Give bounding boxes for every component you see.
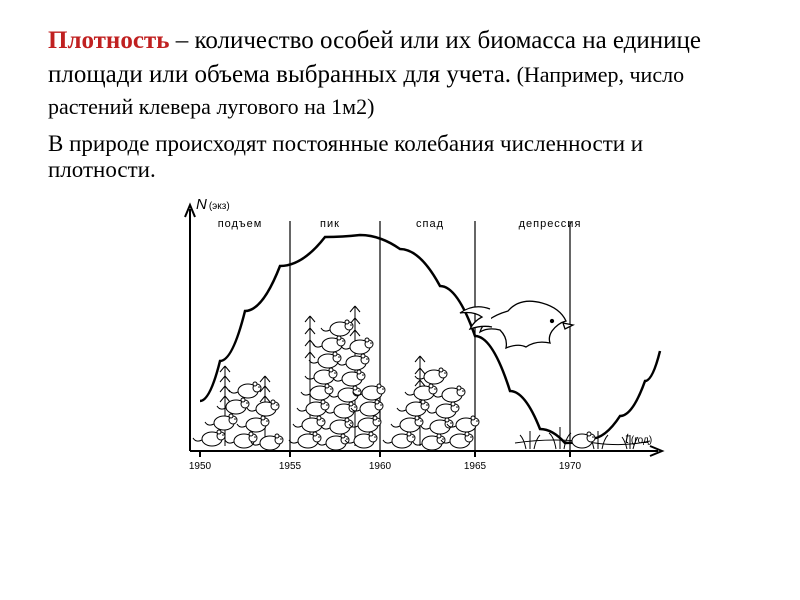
chart-svg: N(экз) t(год) подъемпикспаддепрессия 195… <box>130 191 670 491</box>
definition-paragraph: Плотность – количество особей или их био… <box>48 24 752 121</box>
x-tick-label: 1955 <box>279 461 302 472</box>
phase-labels: подъем пик спад депрессия <box>218 218 582 230</box>
predator-bird-icon <box>460 301 573 348</box>
phase-label: пик <box>320 218 340 230</box>
nature-text: В природе происходят постоянные колебани… <box>48 131 752 183</box>
population-cycle-chart: N(экз) t(год) подъемпикспаддепрессия 195… <box>130 191 670 491</box>
phase-depression-art <box>515 427 650 449</box>
x-tick-label: 1965 <box>464 461 487 472</box>
definition-block: Плотность – количество особей или их био… <box>48 24 752 121</box>
x-tick-label: 1960 <box>369 461 392 472</box>
nature-block: В природе происходят постоянные колебани… <box>48 131 752 183</box>
x-tick-label: 1950 <box>189 461 212 472</box>
x-tick-label: 1970 <box>559 461 582 472</box>
phase-label: депрессия <box>519 218 582 230</box>
x-ticks: 1950 1955 1960 1965 1970 <box>189 451 582 472</box>
y-axis-label: N(экз) <box>196 196 230 213</box>
phase-decline-art <box>383 301 573 450</box>
phase-label: подъем <box>218 218 263 230</box>
phase-rise-art <box>193 366 283 450</box>
phase-peak-art <box>289 306 385 450</box>
phase-label: спад <box>416 218 444 230</box>
term: Плотность <box>48 27 169 54</box>
